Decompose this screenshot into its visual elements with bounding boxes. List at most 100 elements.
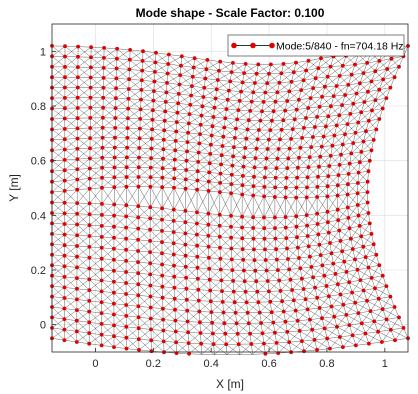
mesh-node	[365, 298, 369, 303]
mesh-node	[253, 268, 258, 273]
mesh-node	[317, 242, 322, 247]
mesh-node	[380, 106, 385, 111]
mesh-node	[195, 265, 200, 270]
mesh-node	[340, 142, 345, 147]
mesh-node	[312, 338, 317, 342]
mesh-node	[294, 214, 299, 219]
mesh-node	[101, 66, 106, 70]
mesh-node	[305, 185, 309, 190]
mesh-node	[114, 66, 119, 71]
mesh-node	[325, 194, 330, 199]
mesh-node	[218, 267, 223, 272]
mesh-node	[341, 302, 346, 307]
mesh-node	[286, 257, 290, 261]
mesh-node	[161, 306, 165, 311]
mesh-node	[149, 349, 154, 354]
mesh-node	[112, 345, 116, 349]
mesh-node	[199, 341, 204, 346]
mesh-node	[273, 330, 277, 335]
mesh-node	[196, 298, 201, 303]
mesh-node	[236, 342, 241, 347]
mesh-node	[363, 331, 368, 336]
mesh-node	[63, 54, 67, 59]
mesh-node	[265, 279, 270, 283]
mesh-node	[148, 294, 153, 299]
mesh-node	[112, 185, 117, 190]
mesh-node	[189, 93, 194, 98]
mesh-node	[184, 168, 189, 172]
mesh-node	[329, 304, 334, 309]
mesh-node	[311, 86, 315, 90]
mesh-node	[340, 249, 345, 254]
mesh-node	[336, 173, 341, 178]
mesh-node	[230, 163, 235, 168]
mesh-node	[99, 322, 104, 326]
mesh-node	[62, 147, 67, 152]
mesh-node	[138, 117, 143, 121]
mesh-node	[283, 195, 288, 200]
mesh-node	[161, 339, 166, 344]
mesh-node	[287, 89, 292, 94]
mesh-node	[242, 71, 247, 75]
mesh-node	[267, 137, 271, 142]
mesh-node	[88, 136, 92, 141]
mesh-node	[206, 211, 211, 216]
mesh-node	[343, 93, 347, 97]
mesh-node	[173, 307, 177, 312]
mesh-node	[306, 165, 311, 170]
mesh-node	[173, 329, 178, 334]
mesh-node	[240, 80, 245, 85]
mesh-node	[62, 275, 67, 279]
mesh-node	[281, 62, 286, 66]
mesh-node	[186, 130, 191, 135]
mesh-node	[401, 326, 406, 330]
y-tick-label: 0.6	[31, 156, 46, 168]
mesh-node	[196, 276, 200, 281]
y-tick-label: 0	[40, 320, 46, 332]
mesh-node	[316, 66, 321, 71]
mesh-node	[136, 215, 141, 220]
mesh-node	[313, 76, 318, 81]
mesh-node	[186, 330, 191, 335]
mesh-node	[219, 162, 224, 167]
mesh-node	[219, 153, 224, 158]
mesh-node	[231, 154, 236, 159]
mesh-node	[229, 246, 234, 251]
mesh-node	[262, 215, 266, 220]
mesh-node	[99, 278, 104, 283]
mesh-node	[114, 86, 118, 91]
mesh-node	[376, 329, 380, 334]
mesh-node	[211, 115, 216, 119]
mesh-node	[87, 223, 92, 228]
mesh-node	[124, 303, 129, 307]
mesh-node	[152, 79, 157, 84]
mesh-node	[267, 289, 271, 294]
mesh-node	[235, 117, 240, 122]
mesh-node	[276, 147, 281, 151]
mesh-node	[293, 308, 298, 313]
mesh-node	[75, 211, 79, 216]
mesh-node	[229, 70, 234, 74]
mesh-node	[176, 101, 181, 106]
mesh-node	[313, 285, 317, 290]
mesh-node	[179, 63, 183, 68]
mesh-node	[283, 108, 288, 113]
mesh-node	[62, 296, 67, 300]
mesh-node	[267, 71, 271, 76]
mesh-node	[62, 211, 67, 216]
mesh-node	[261, 100, 266, 104]
mesh-node	[354, 343, 358, 348]
mesh-node	[207, 277, 212, 282]
mesh-node	[347, 280, 352, 285]
mesh-node	[388, 85, 393, 90]
mesh-node	[173, 139, 178, 143]
mesh-node	[87, 331, 92, 335]
mesh-node	[218, 245, 222, 250]
mesh-node	[317, 306, 322, 310]
chart-title: Mode shape - Scale Factor: 0.100	[136, 6, 325, 20]
mesh-node	[305, 234, 310, 238]
mesh-node	[137, 348, 141, 352]
mesh-node	[195, 187, 200, 192]
mesh-node	[184, 158, 189, 163]
mesh-node	[273, 175, 278, 180]
